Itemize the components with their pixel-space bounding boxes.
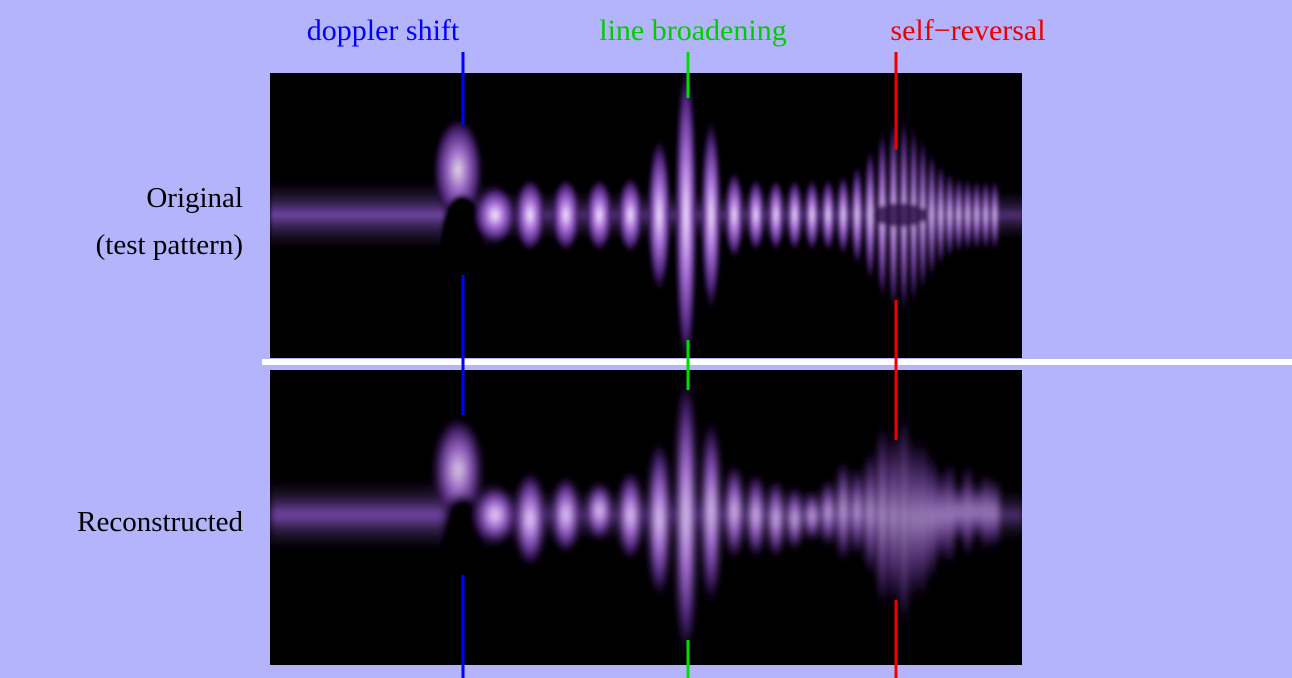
fringe	[647, 133, 672, 297]
fringe	[945, 167, 954, 263]
fringe	[927, 146, 936, 284]
fringe	[954, 172, 963, 258]
fringe	[963, 175, 972, 255]
row-label: Original	[146, 182, 243, 214]
fringe	[821, 175, 835, 255]
reversal-label: self−reversal	[890, 14, 1045, 47]
fringe	[936, 158, 945, 272]
fringe	[836, 456, 850, 567]
fringe	[767, 476, 785, 561]
fringe	[617, 175, 644, 255]
fringe	[674, 370, 698, 665]
fringe	[804, 176, 820, 254]
fringe	[918, 430, 927, 607]
row-label: Reconstructed	[77, 506, 243, 538]
fringe	[936, 465, 945, 566]
fringe	[550, 475, 581, 555]
reconstructed-pattern	[270, 370, 1022, 665]
fringe	[700, 413, 722, 610]
fringe	[954, 481, 963, 543]
fringe	[821, 476, 835, 549]
fringe	[963, 459, 972, 563]
fringe	[877, 414, 888, 617]
original-pattern	[270, 73, 1022, 358]
fringe	[899, 401, 909, 637]
fringe	[585, 480, 614, 542]
fringe	[585, 176, 614, 254]
fringe	[746, 176, 765, 254]
fringe	[617, 468, 644, 563]
fringe	[550, 177, 581, 253]
fringe	[700, 113, 722, 317]
markers	[461, 52, 898, 678]
fringe	[513, 177, 547, 253]
fringe	[972, 481, 981, 541]
reversal-dip	[872, 203, 928, 227]
fringe	[647, 435, 672, 603]
fringe	[786, 484, 803, 553]
fringe	[674, 73, 698, 358]
fringe	[864, 143, 876, 287]
doppler-blob	[432, 415, 484, 525]
fringe	[767, 176, 785, 254]
fringe	[746, 470, 765, 561]
fringe	[804, 489, 820, 543]
fringe	[888, 422, 899, 613]
fringe	[990, 176, 999, 254]
row-label: (test pattern)	[96, 229, 243, 261]
fringe	[724, 461, 744, 563]
doppler-blob	[432, 115, 484, 225]
fringe	[981, 176, 990, 254]
fringe	[786, 176, 803, 254]
doppler-blob	[473, 185, 517, 245]
doppler-dark	[440, 495, 484, 585]
doppler-blob	[473, 485, 517, 545]
fringe	[981, 468, 990, 555]
broadening-label: line broadening	[599, 14, 786, 47]
fringe	[836, 171, 850, 259]
fringe	[851, 463, 864, 560]
fringe	[513, 469, 547, 569]
fringe	[724, 168, 744, 262]
fringe	[909, 429, 918, 609]
doppler-dark	[440, 195, 484, 285]
fringe	[851, 161, 864, 269]
fringe	[864, 444, 876, 582]
doppler-label: doppler shift	[307, 14, 460, 47]
fringe	[945, 456, 954, 571]
fringe	[927, 447, 936, 587]
fringe	[990, 474, 999, 552]
fringe	[972, 176, 981, 254]
